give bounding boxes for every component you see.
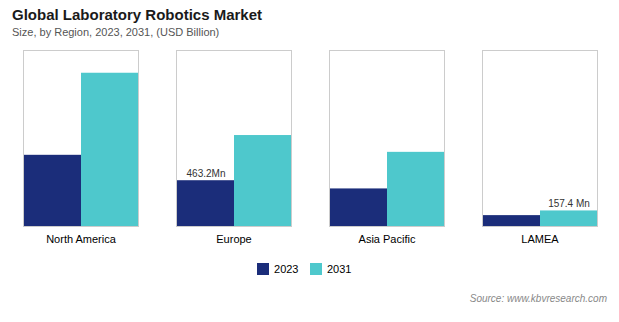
svg-text:Asia Pacific: Asia Pacific bbox=[359, 233, 416, 245]
svg-text:Europe: Europe bbox=[216, 233, 251, 245]
html-text:Source: www.kbvresearch.com: Source: www.kbvresearch.com bbox=[469, 292, 607, 304]
svg-text:North America: North America bbox=[46, 233, 117, 245]
html-text:Size, by Region, 2023, 2031, (: Size, by Region, 2023, 2031, (USD Billio… bbox=[12, 26, 220, 38]
svg-text:LAMEA: LAMEA bbox=[521, 233, 559, 245]
html-text:2031: 2031 bbox=[327, 262, 352, 275]
svg-text:463.2Mn: 463.2Mn bbox=[187, 168, 226, 179]
html-text:Global Laboratory Robotics Mar: Global Laboratory Robotics Market bbox=[12, 6, 262, 23]
html-text:2023: 2023 bbox=[274, 262, 299, 275]
svg-text:157.4 Mn: 157.4 Mn bbox=[548, 198, 590, 209]
